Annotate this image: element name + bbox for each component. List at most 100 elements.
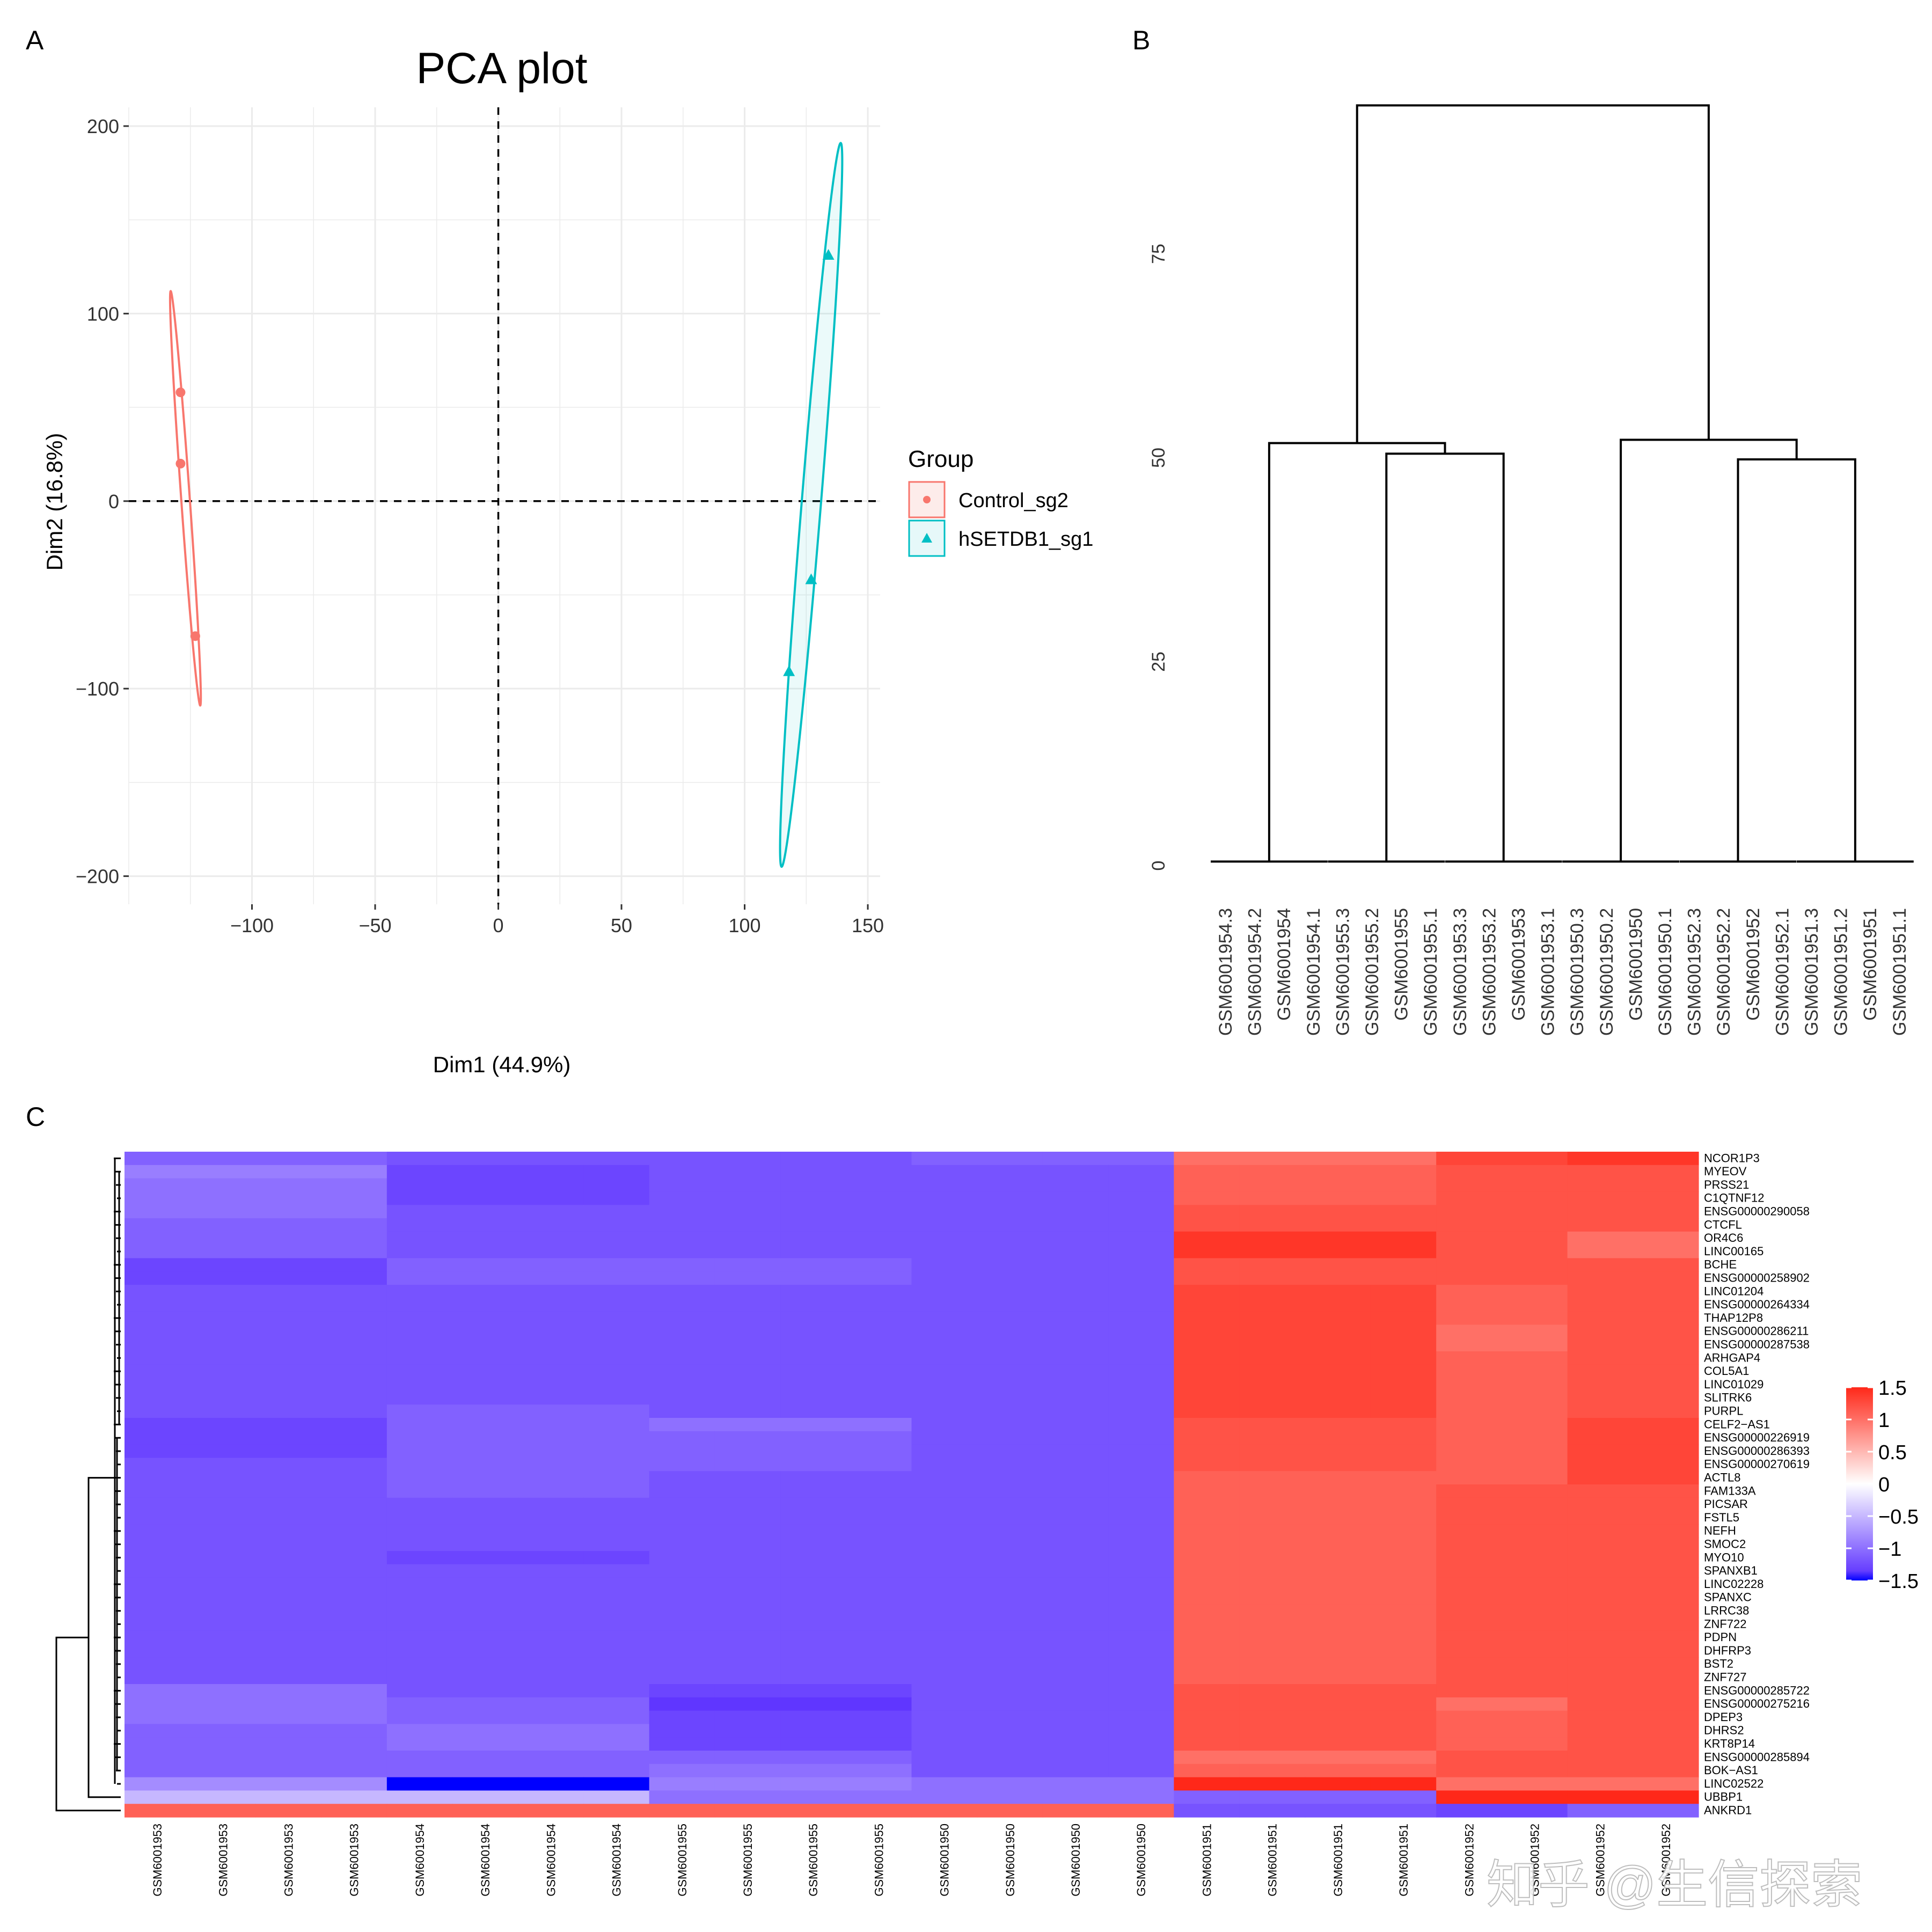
heatmap-cell <box>780 1618 846 1631</box>
heatmap-cell <box>977 1431 1043 1445</box>
heatmap-cell <box>977 1564 1043 1578</box>
heatmap-cell <box>780 1431 846 1445</box>
heatmap-cell <box>846 1418 912 1432</box>
heatmap-cell <box>125 1431 191 1445</box>
dendrogram-leaf-label: GSM6001952.1 <box>1772 908 1792 1036</box>
heatmap-cell <box>1370 1324 1437 1338</box>
heatmap-cell <box>125 1737 191 1751</box>
heatmap-cell <box>1436 1364 1502 1379</box>
heatmap-cell <box>125 1684 191 1698</box>
heatmap-cell <box>125 1378 191 1392</box>
heatmap-cell <box>649 1777 715 1791</box>
heatmap-cell <box>1239 1378 1306 1392</box>
heatmap-cell <box>321 1471 387 1485</box>
heatmap-cell <box>452 1564 518 1578</box>
heatmap-cell <box>452 1218 518 1232</box>
heatmap-cell <box>255 1458 322 1472</box>
dendrogram-leaf-label: GSM6001950.1 <box>1655 908 1675 1036</box>
pca-ellipse-control <box>169 290 202 707</box>
heatmap-cell <box>1502 1431 1568 1445</box>
heatmap-column-label: GSM6001953 <box>282 1824 296 1897</box>
heatmap-row-label: BST2 <box>1704 1657 1733 1671</box>
heatmap-cell <box>846 1697 912 1711</box>
heatmap-cell <box>518 1763 584 1778</box>
heatmap-cell <box>386 1418 453 1432</box>
heatmap-cell <box>1108 1777 1174 1791</box>
heatmap-cell <box>911 1258 978 1272</box>
heatmap-cell <box>714 1551 781 1565</box>
heatmap-cell <box>255 1258 322 1272</box>
heatmap-cell <box>452 1178 518 1192</box>
heatmap-cell <box>1502 1444 1568 1458</box>
heatmap-cell <box>1633 1737 1699 1751</box>
heatmap-cell <box>190 1431 257 1445</box>
heatmap-cell <box>714 1444 781 1458</box>
heatmap-cell <box>846 1724 912 1738</box>
heatmap-cell <box>1633 1324 1699 1338</box>
heatmap-cell <box>321 1630 387 1645</box>
heatmap-cell <box>1108 1311 1174 1325</box>
heatmap-cell <box>1042 1404 1109 1418</box>
heatmap-cell <box>1239 1497 1306 1512</box>
heatmap-cell <box>1436 1777 1502 1791</box>
heatmap-cell <box>1174 1231 1240 1246</box>
heatmap-cell <box>1042 1790 1109 1804</box>
heatmap-cell <box>255 1511 322 1525</box>
heatmap-cell <box>1633 1630 1699 1645</box>
heatmap-cell <box>780 1551 846 1565</box>
heatmap-cell <box>190 1245 257 1258</box>
pca-y-axis-title: Dim2 (16.8%) <box>42 433 67 571</box>
heatmap-cell <box>846 1444 912 1458</box>
heatmap-cell <box>649 1604 715 1618</box>
heatmap-cell <box>1436 1618 1502 1631</box>
heatmap-cell <box>1436 1258 1502 1272</box>
heatmap-cell <box>518 1471 584 1485</box>
heatmap-cell <box>190 1777 257 1791</box>
heatmap-cell <box>386 1763 453 1778</box>
heatmap-cell <box>321 1684 387 1698</box>
heatmap-cell <box>583 1724 650 1738</box>
heatmap-cell <box>1239 1710 1306 1724</box>
heatmap-cell <box>780 1178 846 1192</box>
heatmap-column-label: GSM6001954 <box>610 1824 624 1897</box>
heatmap-cell <box>846 1338 912 1352</box>
heatmap-cell <box>125 1630 191 1645</box>
heatmap-cell <box>452 1604 518 1618</box>
heatmap-cell <box>255 1431 322 1445</box>
heatmap-cell <box>1436 1497 1502 1512</box>
heatmap-cell <box>1436 1378 1502 1392</box>
heatmap-cell <box>1174 1258 1240 1272</box>
heatmap-cell <box>583 1404 650 1418</box>
heatmap-cell <box>649 1285 715 1299</box>
heatmap-row-label: ZNF722 <box>1704 1617 1746 1630</box>
heatmap-cell <box>255 1777 322 1791</box>
heatmap-cell <box>321 1804 387 1818</box>
heatmap-cell <box>649 1618 715 1631</box>
heatmap-cell <box>1502 1591 1568 1605</box>
heatmap-cell <box>1174 1538 1240 1552</box>
heatmap-cell <box>1305 1338 1371 1352</box>
heatmap-cell <box>1633 1538 1699 1552</box>
heatmap-cell <box>714 1218 781 1232</box>
heatmap-cell <box>649 1804 715 1818</box>
dendrogram-leaf-label: GSM6001953.1 <box>1538 908 1558 1036</box>
dendrogram-leaf-label: GSM6001954 <box>1274 908 1294 1021</box>
heatmap-cell <box>1305 1751 1371 1765</box>
heatmap-cell <box>1436 1391 1502 1405</box>
heatmap-cell <box>452 1364 518 1379</box>
heatmap-cell <box>714 1724 781 1738</box>
heatmap-cell <box>1305 1724 1371 1738</box>
heatmap-cell <box>1305 1444 1371 1458</box>
heatmap-cell <box>1370 1684 1437 1698</box>
heatmap-cell <box>977 1391 1043 1405</box>
heatmap-cell <box>190 1511 257 1525</box>
heatmap-cell <box>911 1458 978 1472</box>
heatmap-cell <box>1502 1218 1568 1232</box>
pca-title: PCA plot <box>416 44 587 93</box>
pca-x-tick-label: −100 <box>230 914 274 936</box>
heatmap-cell <box>386 1538 453 1552</box>
heatmap-cell <box>1239 1324 1306 1338</box>
heatmap-cell <box>518 1205 584 1219</box>
heatmap-cell <box>846 1657 912 1671</box>
